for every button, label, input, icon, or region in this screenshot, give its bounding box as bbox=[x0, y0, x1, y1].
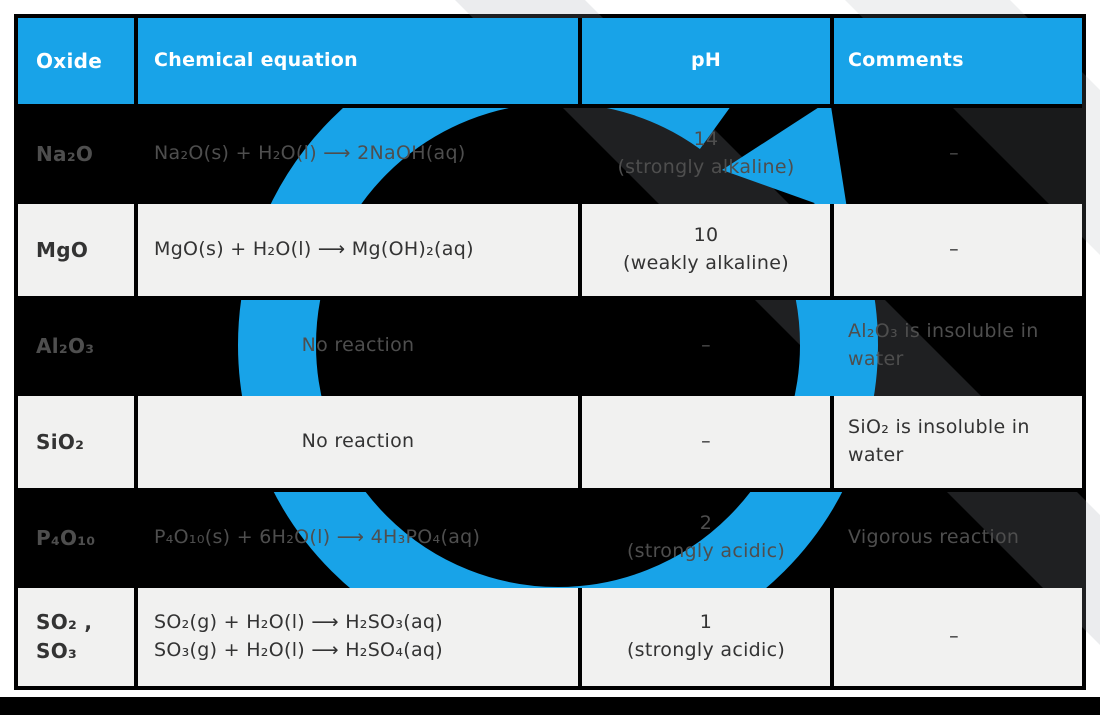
ph-cell: – bbox=[582, 300, 834, 396]
ph-cell: – bbox=[582, 396, 834, 492]
oxide-name: Al₂O₃ bbox=[36, 333, 95, 358]
equation-cell: No reaction bbox=[138, 300, 582, 396]
column-header-ph: pH bbox=[582, 18, 834, 108]
column-header-equation: Chemical equation bbox=[138, 18, 582, 108]
equation-text: P₄O₁₀(s) + 6H₂O(l) ⟶ 4H₃PO₄(aq) bbox=[154, 526, 481, 549]
equation-cell: Na₂O(s) + H₂O(l) ⟶ 2NaOH(aq) bbox=[138, 108, 582, 204]
ph-cell: 14 (strongly alkaline) bbox=[582, 108, 834, 204]
equation-cell: SO₂(g) + H₂O(l) ⟶ H₂SO₃(aq) SO₃(g) + H₂O… bbox=[138, 588, 582, 686]
oxide-name: MgO bbox=[36, 237, 89, 262]
comments-text: – bbox=[949, 238, 959, 261]
equation-text: No reaction bbox=[301, 334, 415, 357]
oxide-name: P₄O₁₀ bbox=[36, 525, 96, 550]
oxide-name: SO₂ , SO₃ bbox=[36, 610, 93, 663]
column-header-comments: Comments bbox=[834, 18, 1082, 108]
ph-value: – bbox=[701, 430, 711, 453]
ph-cell: 2 (strongly acidic) bbox=[582, 492, 834, 588]
ph-value: 1 (strongly acidic) bbox=[626, 611, 786, 661]
comments-text: – bbox=[949, 625, 959, 648]
ph-value: 2 (strongly acidic) bbox=[626, 512, 786, 562]
oxide-cell: Al₂O₃ bbox=[18, 300, 138, 396]
column-header-ph-label: pH bbox=[690, 49, 722, 72]
comments-cell: – bbox=[834, 204, 1082, 300]
equation-text: No reaction bbox=[301, 430, 415, 453]
oxide-cell: Na₂O bbox=[18, 108, 138, 204]
oxide-cell: MgO bbox=[18, 204, 138, 300]
oxide-name: Na₂O bbox=[36, 141, 94, 166]
equation-cell: MgO(s) + H₂O(l) ⟶ Mg(OH)₂(aq) bbox=[138, 204, 582, 300]
comments-text: Vigorous reaction bbox=[848, 526, 1020, 549]
oxide-cell: SiO₂ bbox=[18, 396, 138, 492]
comments-cell: – bbox=[834, 588, 1082, 686]
comments-text: Al₂O₃ is insoluble in water bbox=[848, 320, 1039, 370]
ph-cell: 1 (strongly acidic) bbox=[582, 588, 834, 686]
ph-value: – bbox=[701, 334, 711, 357]
comments-text: SiO₂ is insoluble in water bbox=[848, 416, 1030, 466]
comments-cell: Al₂O₃ is insoluble in water bbox=[834, 300, 1082, 396]
oxides-table: Oxide Chemical equation pH Comments Na₂O… bbox=[14, 14, 1086, 690]
column-header-comments-label: Comments bbox=[848, 49, 964, 72]
ph-value: 14 (strongly alkaline) bbox=[617, 128, 795, 178]
equation-text: MgO(s) + H₂O(l) ⟶ Mg(OH)₂(aq) bbox=[154, 238, 474, 261]
bottom-black-bar bbox=[0, 697, 1100, 715]
column-header-equation-label: Chemical equation bbox=[154, 49, 358, 72]
comments-cell: SiO₂ is insoluble in water bbox=[834, 396, 1082, 492]
equation-text: SO₂(g) + H₂O(l) ⟶ H₂SO₃(aq) SO₃(g) + H₂O… bbox=[154, 611, 443, 661]
equation-text: Na₂O(s) + H₂O(l) ⟶ 2NaOH(aq) bbox=[154, 142, 466, 165]
oxide-cell: P₄O₁₀ bbox=[18, 492, 138, 588]
equation-cell: No reaction bbox=[138, 396, 582, 492]
comments-cell: Vigorous reaction bbox=[834, 492, 1082, 588]
comments-cell: – bbox=[834, 108, 1082, 204]
comments-text: – bbox=[949, 142, 959, 165]
column-header-oxide: Oxide bbox=[18, 18, 138, 108]
column-header-oxide-label: Oxide bbox=[36, 48, 103, 73]
equation-cell: P₄O₁₀(s) + 6H₂O(l) ⟶ 4H₃PO₄(aq) bbox=[138, 492, 582, 588]
ph-cell: 10 (weakly alkaline) bbox=[582, 204, 834, 300]
oxide-name: SiO₂ bbox=[36, 429, 85, 454]
oxide-cell: SO₂ , SO₃ bbox=[18, 588, 138, 686]
ph-value: 10 (weakly alkaline) bbox=[623, 224, 789, 274]
